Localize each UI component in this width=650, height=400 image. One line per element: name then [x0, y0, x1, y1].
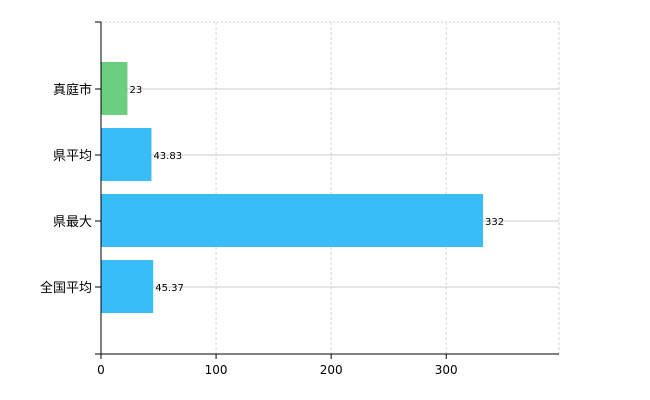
category-label: 県最大	[53, 215, 92, 230]
bar-4	[101, 260, 154, 313]
category-label: 県平均	[53, 149, 92, 164]
data-label: 43.83	[153, 151, 182, 162]
x-tick-label: 100	[205, 363, 228, 377]
bar-3	[101, 194, 484, 247]
data-label: 45.37	[155, 283, 184, 294]
category-label: 全国平均	[40, 280, 92, 296]
x-tick-label: 300	[435, 363, 458, 377]
category-label: 真庭市	[53, 82, 92, 98]
bar-2	[101, 128, 152, 181]
data-label: 332	[485, 217, 504, 228]
x-tick-label: 0	[97, 363, 105, 377]
data-label: 23	[129, 85, 142, 96]
bar-1	[101, 62, 128, 115]
x-tick-label: 200	[320, 363, 343, 377]
